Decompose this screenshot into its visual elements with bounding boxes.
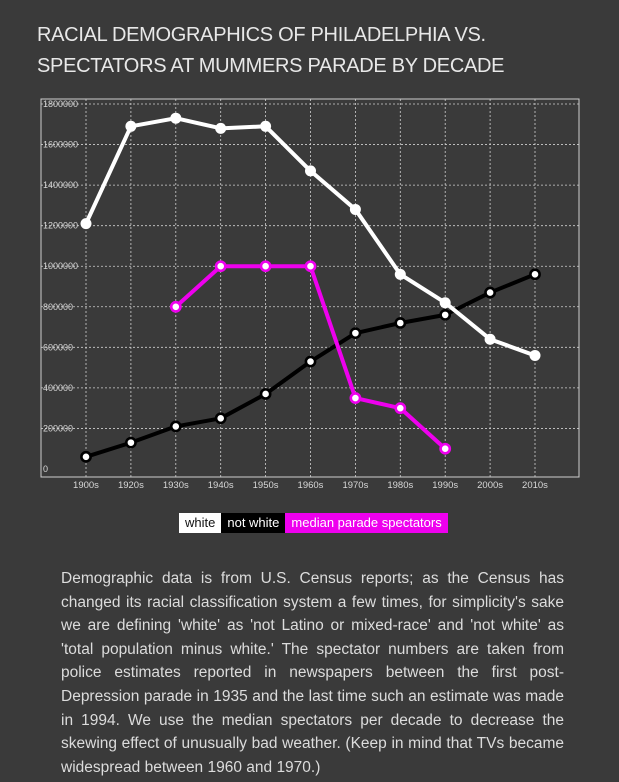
data-point [169, 300, 182, 313]
y-tick-label: 1800000 [43, 99, 78, 109]
data-point [394, 402, 407, 415]
y-tick-label: 1400000 [43, 180, 78, 190]
line-chart: 0 200000 400000 600000 800000 1000000 1200000 1… [40, 98, 580, 491]
chart-title: RACIAL DEMOGRAPHICS OF PHILADELPHIA VS. … [37, 24, 505, 77]
data-point [170, 112, 182, 124]
y-tick-label: 800000 [43, 302, 73, 312]
data-point [394, 317, 407, 329]
legend-white: white [179, 513, 222, 533]
legend: white not white median parade spectators [179, 513, 448, 533]
x-tick-label: 2000s [477, 480, 503, 491]
data-point [484, 286, 496, 299]
y-tick-label: 600000 [43, 342, 73, 352]
data-point [259, 260, 272, 273]
y-tick-label: 400000 [43, 383, 73, 393]
data-point [349, 203, 361, 215]
data-point [349, 392, 362, 404]
data-point [80, 218, 92, 230]
legend-not-white: not white [221, 513, 286, 533]
y-tick-label: 1000000 [43, 261, 78, 271]
y-tick-label: 0 [43, 464, 48, 474]
data-point [260, 120, 272, 132]
data-point [125, 120, 137, 132]
series-not-white [80, 268, 541, 463]
x-tick-label: 1950s [253, 480, 279, 491]
gridlines [41, 99, 579, 477]
y-tick-label: 1200000 [43, 221, 78, 231]
data-point [169, 420, 182, 433]
data-point [124, 436, 137, 449]
y-tick-label: 1600000 [43, 140, 78, 150]
x-tick-label: 1990s [432, 480, 458, 491]
data-point [484, 333, 496, 345]
data-point [529, 268, 541, 281]
data-point [214, 260, 227, 273]
data-point [529, 349, 541, 361]
data-point [259, 388, 272, 400]
x-tick-label: 1960s [298, 480, 324, 491]
data-point [305, 165, 316, 177]
x-tick-label: 1930s [163, 480, 189, 491]
methodology-note: Demographic data is from U.S. Census rep… [61, 570, 564, 776]
series-layer [80, 112, 541, 463]
data-point [439, 442, 452, 455]
y-tick-label: 200000 [43, 423, 73, 433]
data-point [214, 412, 227, 425]
data-point [304, 355, 317, 368]
data-point [439, 297, 451, 309]
data-point [80, 450, 92, 463]
data-point [215, 122, 227, 134]
data-point [349, 327, 362, 340]
data-point [304, 260, 317, 273]
y-axis-ticks: 0 200000 400000 600000 800000 1000000 1200000 1… [43, 99, 78, 474]
x-axis-ticks: 1900s 1920s 1930s 1940s 1950s 1960s 1970s 1980s… [73, 480, 548, 491]
x-tick-label: 1970s [342, 480, 368, 491]
x-tick-label: 2010s [522, 480, 548, 491]
x-tick-label: 1920s [118, 480, 144, 491]
data-point [394, 268, 406, 280]
data-point [439, 308, 452, 321]
x-tick-label: 1940s [208, 480, 234, 491]
x-tick-label: 1980s [387, 480, 413, 491]
legend-median-parade-spectators: median parade spectators [285, 513, 448, 533]
series-median-parade-spectators [169, 260, 452, 455]
x-tick-label: 1900s [73, 480, 99, 491]
series-white [80, 112, 541, 361]
